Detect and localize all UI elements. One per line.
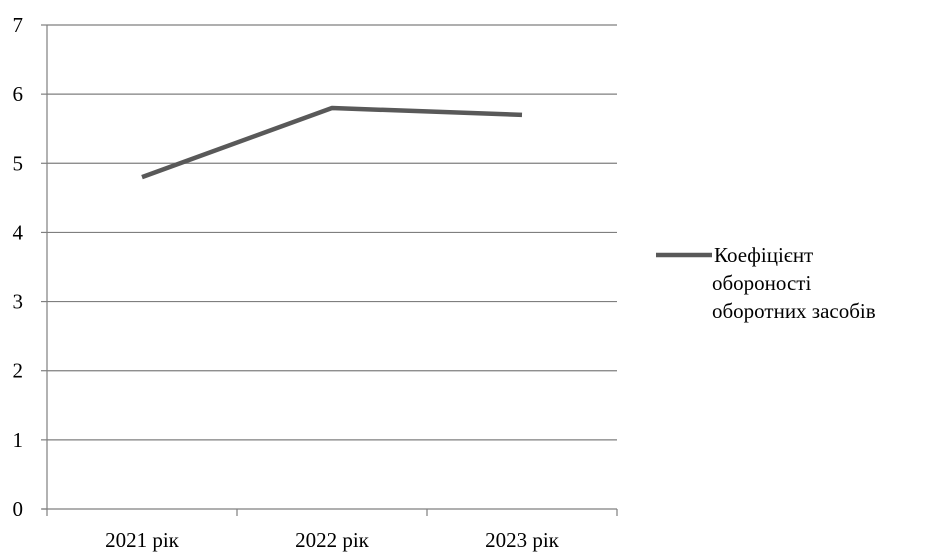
gridlines xyxy=(47,24,617,441)
axes xyxy=(42,25,617,510)
y-tick-label: 6 xyxy=(13,82,24,106)
x-tick-label: 2021 рік xyxy=(105,528,180,552)
y-tick-label: 0 xyxy=(13,497,24,521)
y-tick-label: 1 xyxy=(13,428,24,452)
y-tick-label: 5 xyxy=(13,151,24,175)
legend-label: Коефіцієнт обороності оборотних засобів xyxy=(712,243,876,323)
y-tick-label: 4 xyxy=(13,220,24,244)
y-tick-label: 2 xyxy=(13,359,24,383)
y-axis-ticks: 0 1 2 3 4 5 6 7 xyxy=(13,13,47,521)
y-tick-label: 3 xyxy=(13,290,24,314)
legend: Коефіцієнт обороності оборотних засобів xyxy=(656,243,876,323)
series-line xyxy=(141,105,523,180)
x-tick-label: 2022 рік xyxy=(295,528,370,552)
series-lines xyxy=(141,105,523,180)
y-tick-label: 7 xyxy=(13,13,24,37)
x-tick-label: 2023 рік xyxy=(485,528,560,552)
x-axis-ticks: 2021 рік 2022 рік 2023 рік xyxy=(46,509,618,552)
